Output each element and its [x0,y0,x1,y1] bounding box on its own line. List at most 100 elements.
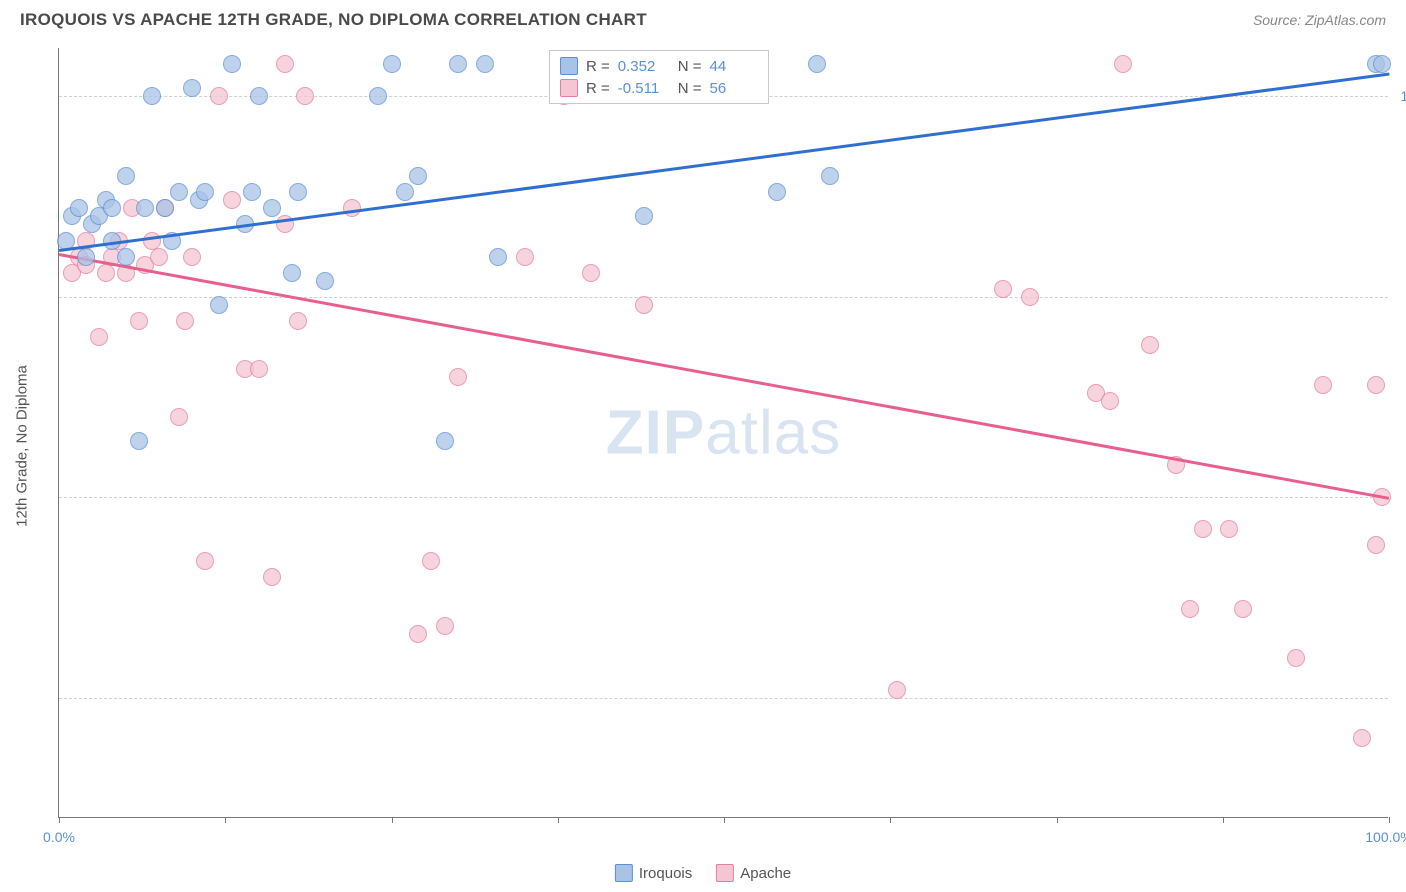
legend-label-iroquois: Iroquois [639,865,692,882]
data-point-apache [196,552,214,570]
data-point-apache [176,312,194,330]
stats-box: R =0.352N =44R =-0.511N =56 [549,50,769,104]
data-point-apache [210,87,228,105]
data-point-iroquois [183,79,201,97]
legend: Iroquois Apache [615,864,791,882]
data-point-apache [1367,376,1385,394]
x-tick-label: 100.0% [1365,829,1406,845]
data-point-iroquois [476,55,494,73]
data-point-apache [436,617,454,635]
stats-r-label: R = [586,58,610,75]
data-point-apache [250,360,268,378]
data-point-iroquois [396,183,414,201]
data-point-iroquois [143,87,161,105]
data-point-iroquois [170,183,188,201]
data-point-apache [1114,55,1132,73]
data-point-apache [994,280,1012,298]
data-point-iroquois [635,207,653,225]
x-tick-label: 0.0% [43,829,75,845]
data-point-apache [183,248,201,266]
data-point-apache [422,552,440,570]
x-tick [1057,817,1058,823]
data-point-iroquois [289,183,307,201]
data-point-iroquois [436,432,454,450]
data-point-apache [516,248,534,266]
data-point-iroquois [77,248,95,266]
data-point-apache [888,681,906,699]
y-tick-label: 62.5% [1393,690,1406,706]
data-point-iroquois [383,55,401,73]
data-point-apache [1101,392,1119,410]
data-point-apache [1287,649,1305,667]
data-point-iroquois [1373,55,1391,73]
gridline [59,297,1388,298]
stats-swatch [560,79,578,97]
data-point-apache [1194,520,1212,538]
data-point-iroquois [808,55,826,73]
x-tick [890,817,891,823]
data-point-apache [90,328,108,346]
data-point-iroquois [409,167,427,185]
x-tick [225,817,226,823]
data-point-iroquois [369,87,387,105]
chart-title: IROQUOIS VS APACHE 12TH GRADE, NO DIPLOM… [20,10,647,30]
stats-n-value: 44 [710,58,758,75]
x-tick [1223,817,1224,823]
data-point-apache [1141,336,1159,354]
data-point-iroquois [156,199,174,217]
data-point-apache [150,248,168,266]
data-point-iroquois [103,199,121,217]
data-point-iroquois [223,55,241,73]
legend-label-apache: Apache [740,865,791,882]
data-point-iroquois [117,167,135,185]
stats-n-value: 56 [710,80,758,97]
data-point-apache [223,191,241,209]
data-point-apache [1220,520,1238,538]
stats-row: R =-0.511N =56 [560,77,758,99]
data-point-apache [1021,288,1039,306]
data-point-apache [1353,729,1371,747]
x-tick [558,817,559,823]
gridline [59,497,1388,498]
data-point-apache [1181,600,1199,618]
data-point-iroquois [70,199,88,217]
data-point-iroquois [316,272,334,290]
legend-swatch-apache [716,864,734,882]
y-tick-label: 75.0% [1393,489,1406,505]
data-point-apache [635,296,653,314]
data-point-iroquois [449,55,467,73]
data-point-apache [409,625,427,643]
data-point-iroquois [283,264,301,282]
gridline [59,698,1388,699]
stats-r-value: 0.352 [618,58,666,75]
data-point-iroquois [768,183,786,201]
data-point-apache [449,368,467,386]
data-point-iroquois [210,296,228,314]
x-tick [59,817,60,823]
data-point-iroquois [250,87,268,105]
data-point-apache [97,264,115,282]
stats-n-label: N = [678,80,702,97]
data-point-apache [276,55,294,73]
y-tick-label: 100.0% [1393,88,1406,104]
x-tick [1389,817,1390,823]
data-point-iroquois [196,183,214,201]
data-point-iroquois [117,248,135,266]
data-point-apache [1367,536,1385,554]
data-point-apache [1314,376,1332,394]
data-point-apache [582,264,600,282]
data-point-apache [263,568,281,586]
data-point-iroquois [136,199,154,217]
legend-item-iroquois: Iroquois [615,864,692,882]
data-point-iroquois [130,432,148,450]
data-point-iroquois [821,167,839,185]
stats-n-label: N = [678,58,702,75]
data-point-iroquois [243,183,261,201]
stats-swatch [560,57,578,75]
data-point-apache [130,312,148,330]
y-tick-label: 87.5% [1393,289,1406,305]
watermark: ZIPatlas [606,397,841,468]
source-attribution: Source: ZipAtlas.com [1253,12,1386,28]
data-point-apache [1234,600,1252,618]
x-tick [392,817,393,823]
